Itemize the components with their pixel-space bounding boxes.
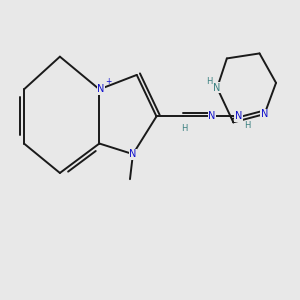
Text: H: H [244,122,250,130]
Text: H: H [181,124,187,133]
Text: N: N [208,111,216,122]
Text: N: N [213,83,221,93]
Text: +: + [106,77,112,86]
Text: N: N [129,149,137,159]
Text: N: N [261,109,268,119]
Text: H: H [206,77,212,86]
Text: N: N [97,84,104,94]
Text: N: N [235,111,242,122]
